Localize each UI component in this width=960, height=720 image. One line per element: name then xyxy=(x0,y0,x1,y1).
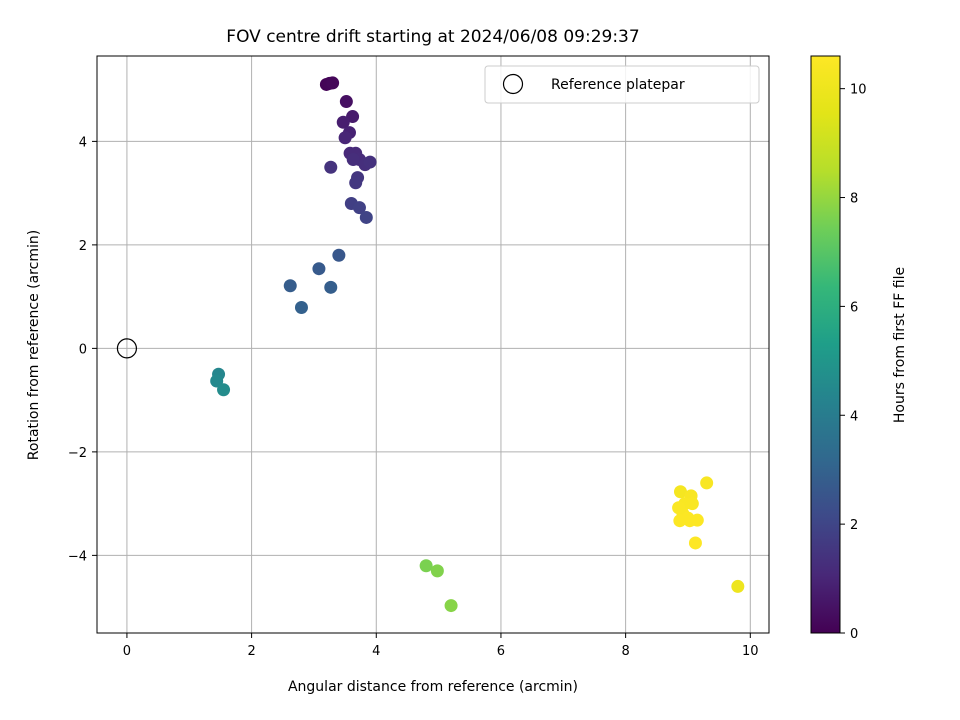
colorbar-tick-label: 10 xyxy=(850,83,867,98)
plot-frame xyxy=(96,55,770,634)
data-point xyxy=(339,95,353,109)
data-point xyxy=(210,374,224,388)
data-point xyxy=(363,155,377,169)
data-points xyxy=(210,76,745,613)
reference-point xyxy=(116,338,138,359)
data-point xyxy=(349,176,363,190)
colorbar: 0 2 4 6 8 10 Hours from first FF file xyxy=(810,55,908,642)
data-point xyxy=(217,383,231,397)
colorbar-tick-label: 2 xyxy=(850,518,858,533)
colorbar-tick-label: 6 xyxy=(850,300,858,315)
legend-label: Reference platepar xyxy=(551,77,685,93)
data-point xyxy=(430,564,444,578)
x-tick-label: 4 xyxy=(372,644,380,659)
colorbar-gradient xyxy=(810,55,841,634)
y-tick-label: −2 xyxy=(68,446,87,461)
data-point xyxy=(312,262,326,276)
data-point xyxy=(685,497,699,511)
y-tick-label: −4 xyxy=(68,549,87,564)
data-point xyxy=(283,279,297,293)
x-tick-label: 10 xyxy=(742,644,759,659)
data-point xyxy=(332,248,346,262)
y-tick-label: 2 xyxy=(79,239,87,254)
x-tick-label: 0 xyxy=(123,644,131,659)
data-point xyxy=(326,76,340,90)
colorbar-tick-label: 0 xyxy=(850,627,858,642)
x-tick-label: 8 xyxy=(621,644,629,659)
colorbar-ticks: 0 2 4 6 8 10 xyxy=(840,83,867,642)
data-point xyxy=(444,599,458,613)
legend-reference-marker xyxy=(502,73,524,95)
data-point xyxy=(673,485,687,499)
data-point xyxy=(346,110,360,124)
legend-box xyxy=(484,65,760,104)
colorbar-tick-label: 8 xyxy=(850,192,858,207)
y-axis-label: Rotation from reference (arcmin) xyxy=(26,230,42,460)
data-point xyxy=(690,513,704,527)
data-point xyxy=(352,201,366,215)
data-point xyxy=(294,300,308,314)
y-tick-label: 4 xyxy=(79,135,87,150)
x-tick-label: 2 xyxy=(247,644,255,659)
data-point xyxy=(673,514,687,528)
x-tick-label: 6 xyxy=(497,644,505,659)
x-axis-label: Angular distance from reference (arcmin) xyxy=(288,679,578,695)
colorbar-label: Hours from first FF file xyxy=(892,267,908,423)
chart-title: FOV centre drift starting at 2024/06/08 … xyxy=(226,27,639,47)
data-point xyxy=(346,152,360,166)
data-point xyxy=(688,536,702,550)
reference-marker xyxy=(116,338,138,359)
data-point xyxy=(700,476,714,490)
data-point xyxy=(336,115,350,129)
y-axis-ticks: −4 −2 0 2 4 xyxy=(68,135,97,564)
data-point xyxy=(324,160,338,174)
y-tick-label: 0 xyxy=(79,342,87,357)
legend: Reference platepar xyxy=(484,65,760,104)
data-point xyxy=(324,280,338,294)
colorbar-tick-label: 4 xyxy=(850,409,858,424)
data-point xyxy=(338,131,352,145)
data-point xyxy=(731,579,745,593)
data-point xyxy=(419,559,433,573)
data-point xyxy=(359,210,373,224)
grid-lines xyxy=(97,56,769,633)
x-axis-ticks: 0 2 4 6 8 10 xyxy=(123,633,759,659)
